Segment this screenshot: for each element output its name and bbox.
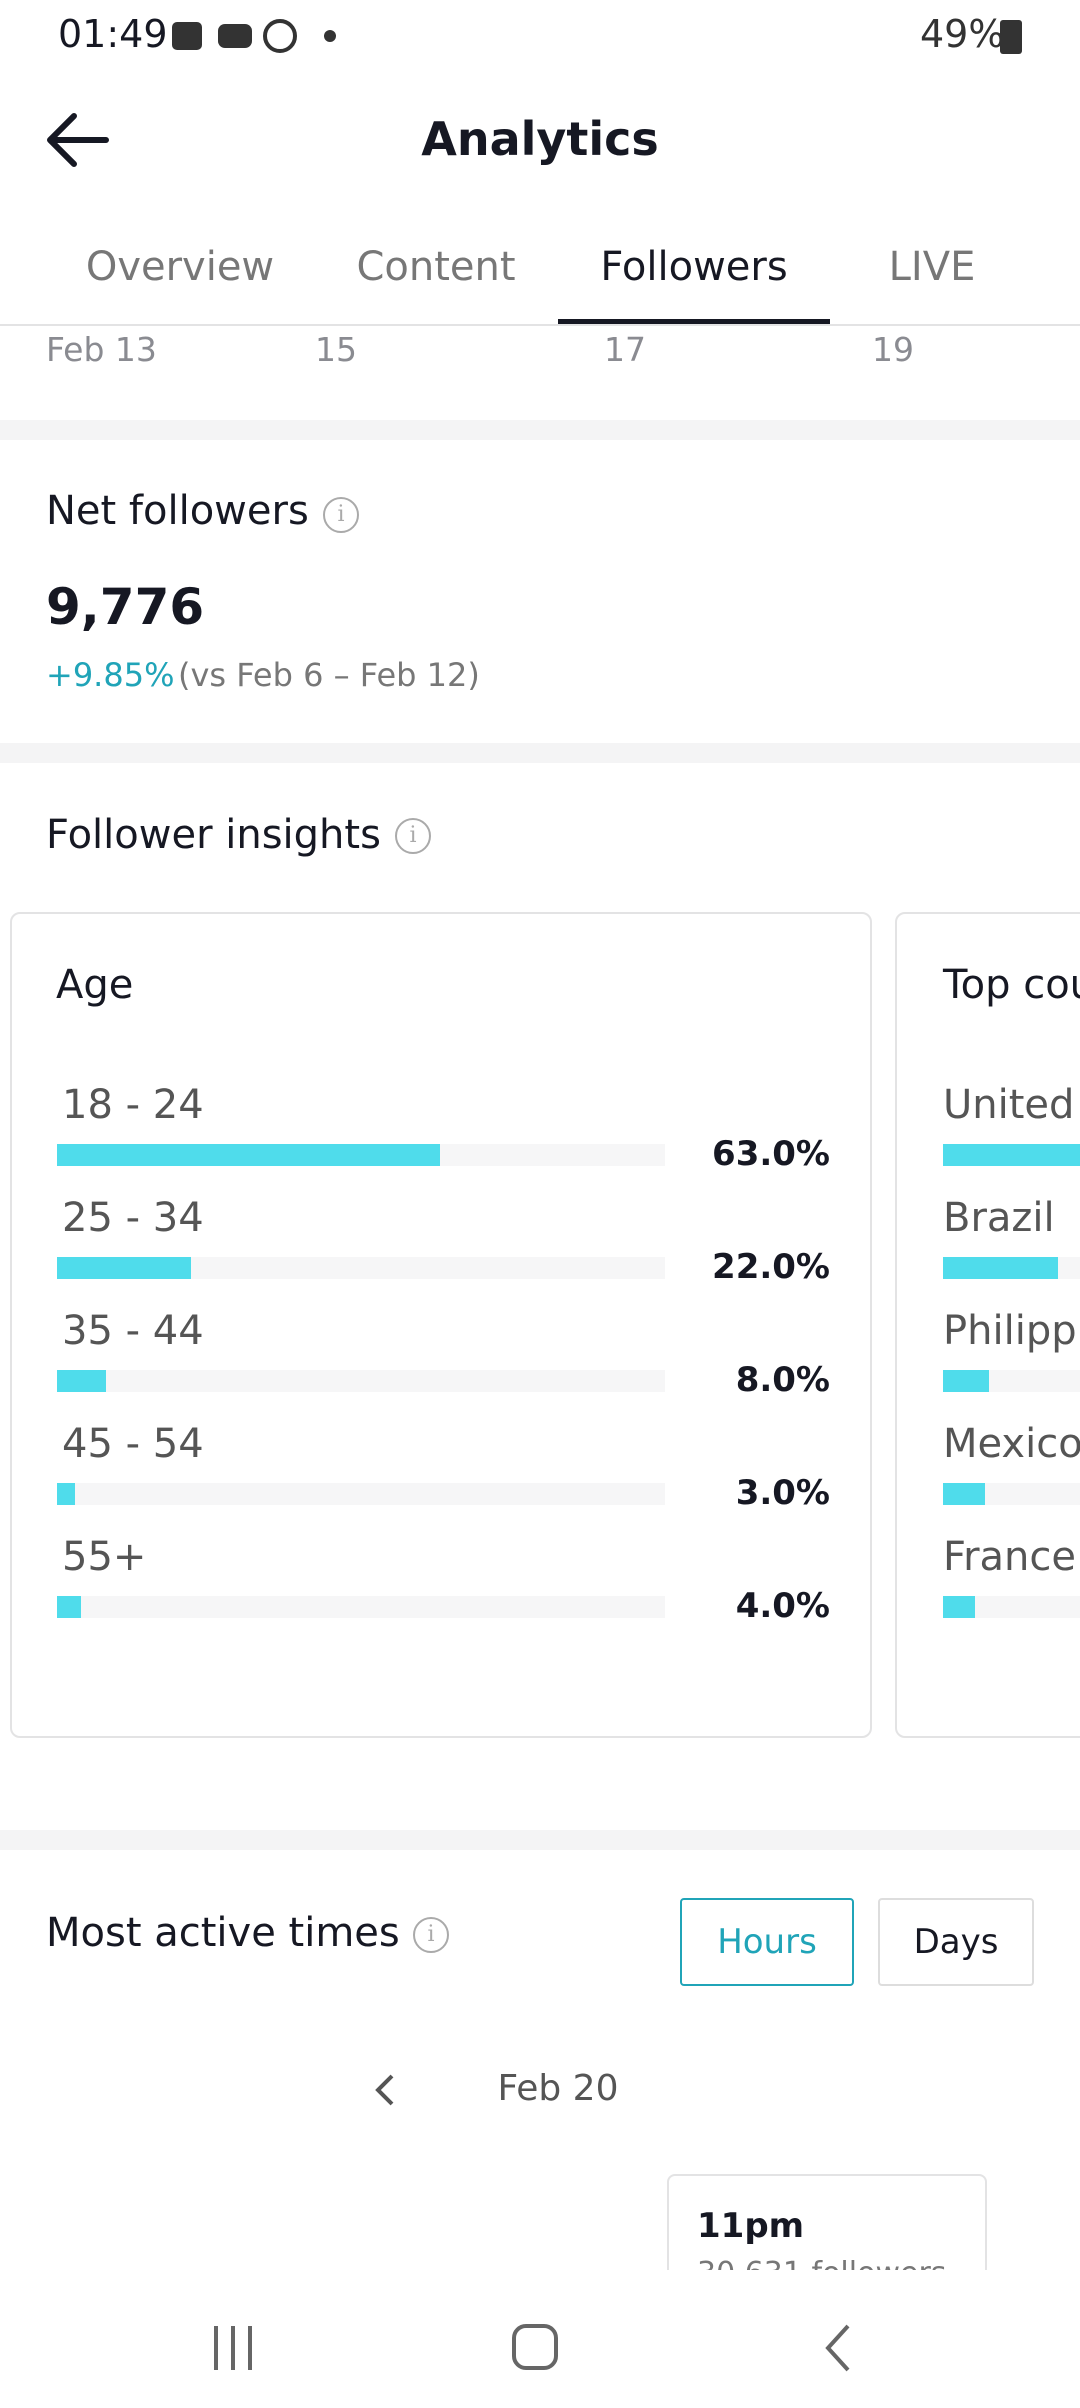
bar-track [57, 1370, 665, 1392]
bar-track [943, 1483, 1080, 1505]
bar-track [57, 1596, 665, 1618]
navigation-bar [0, 2270, 1080, 2408]
page-title: Analytics [421, 112, 659, 166]
tab-indicator [558, 319, 830, 324]
axis-label: 15 [315, 330, 357, 369]
age-bar [57, 1596, 82, 1618]
age-percent: 22.0% [712, 1247, 830, 1287]
age-bar [57, 1257, 191, 1279]
info-icon[interactable]: i [413, 1917, 449, 1953]
age-label: 25 - 34 [62, 1195, 204, 1241]
card-title: Top cou [943, 962, 1080, 1008]
bar-track [57, 1483, 665, 1505]
age-percent: 4.0% [735, 1586, 830, 1626]
tooltip-time: 11pm [697, 2206, 805, 2246]
age-percent: 3.0% [735, 1473, 830, 1513]
axis-label: 17 [604, 330, 646, 369]
section-title: Most active times [46, 1910, 400, 1956]
tab[interactable]: Overview [85, 244, 275, 290]
date-label: Feb 20 [497, 2068, 619, 2109]
card-title: Age [56, 962, 134, 1008]
status-time: 01:49 [58, 12, 168, 56]
section-title: Net followers [46, 488, 309, 534]
separator [0, 420, 1080, 440]
age-label: 55+ [62, 1534, 147, 1580]
change-percent: +9.85% [46, 656, 175, 694]
tooltip: 11pm 30,631 followers [667, 2174, 987, 2270]
age-percent: 8.0% [735, 1360, 830, 1400]
info-icon[interactable]: i [395, 818, 431, 854]
comparison-text: (vs Feb 6 – Feb 12) [178, 656, 480, 694]
bar-track [943, 1257, 1080, 1279]
country-label: Philipp [943, 1308, 1077, 1354]
bar-track [943, 1144, 1080, 1166]
country-bar [943, 1483, 985, 1505]
separator [0, 743, 1080, 763]
axis-label: Feb 13 [46, 330, 157, 369]
bar-track [57, 1257, 665, 1279]
country-label: Mexico [943, 1421, 1080, 1467]
battery-level: 49% [920, 12, 1005, 56]
age-bar [57, 1483, 76, 1505]
status-icons [172, 19, 1022, 54]
bar-track [943, 1370, 1080, 1392]
tab[interactable]: LIVE [888, 244, 976, 290]
bar-track [57, 1144, 665, 1166]
country-bar [943, 1257, 1058, 1279]
net-followers-value: 9,776 [46, 578, 205, 636]
age-bar [57, 1370, 106, 1392]
country-label: Brazil [943, 1195, 1055, 1241]
country-label: France [943, 1534, 1077, 1580]
axis-label: 19 [872, 330, 914, 369]
days-button[interactable]: Days [878, 1898, 1034, 1986]
country-bar [943, 1370, 989, 1392]
age-bar [57, 1144, 441, 1166]
tooltip-followers: 30,631 followers [697, 2256, 946, 2270]
info-icon[interactable]: i [323, 497, 359, 533]
separator [0, 1830, 1080, 1850]
age-label: 35 - 44 [62, 1308, 204, 1354]
age-label: 18 - 24 [62, 1082, 204, 1128]
age-card: Age 18 - 24 63.0% 25 - 34 22.0% 35 - 44 8.0% 4… [10, 912, 872, 1738]
country-bar [943, 1144, 1080, 1166]
divider [0, 324, 1080, 326]
age-percent: 63.0% [712, 1134, 830, 1174]
country-label: United [943, 1082, 1075, 1128]
bar-track [943, 1596, 1080, 1618]
age-label: 45 - 54 [62, 1421, 204, 1467]
tab[interactable]: Followers [600, 244, 788, 290]
country-bar [943, 1596, 975, 1618]
tab[interactable]: Content [356, 244, 516, 290]
previous-date[interactable] [372, 2072, 400, 2108]
back-button[interactable] [44, 112, 110, 168]
hours-button[interactable]: Hours [680, 1898, 854, 1986]
section-title: Follower insights [46, 812, 381, 858]
countries-card: Top cou United Brazil Philipp Mexico France [895, 912, 1080, 1738]
